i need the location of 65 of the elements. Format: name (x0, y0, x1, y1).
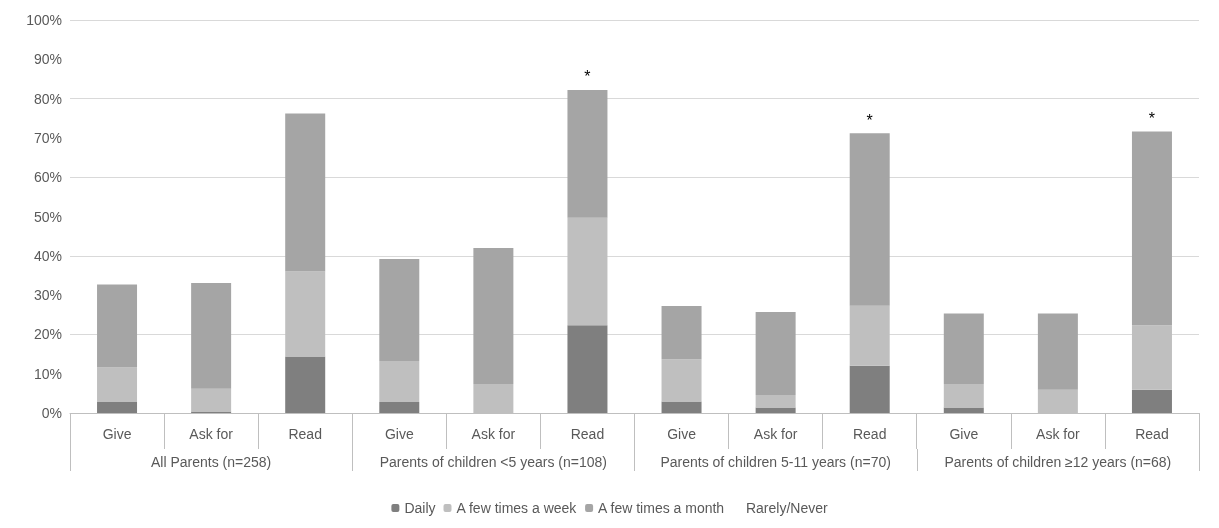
x-tick-label: Read (570, 426, 605, 442)
legend-label: A few times a week (456, 500, 578, 516)
data-label: * (1148, 110, 1156, 128)
bar (1037, 313, 1078, 390)
bar (755, 394, 796, 408)
data-label: * (866, 111, 873, 129)
bar (755, 407, 796, 413)
x-tick-label: Ask for (189, 426, 234, 442)
bar (849, 305, 890, 366)
bar (849, 365, 890, 413)
y-tick-label: 0% (41, 405, 62, 421)
x-tick-label: Give (384, 426, 414, 442)
x-tick-label: Read (1135, 426, 1169, 442)
y-tick-label: 60% (33, 169, 62, 186)
y-tick-label: 50% (33, 208, 62, 225)
bar (943, 383, 984, 408)
bar (1131, 131, 1172, 326)
legend-label: Daily (404, 500, 436, 516)
bar (379, 402, 420, 413)
y-tick-label: 70% (33, 129, 62, 146)
bar (191, 282, 232, 389)
text: Parents of children <5 years (n=108) (379, 454, 607, 470)
bar (191, 388, 232, 412)
x-tick-label: Ask for (471, 426, 516, 442)
bar (661, 359, 702, 402)
bar (943, 407, 984, 413)
x-tick-label: Give (102, 426, 132, 442)
text: Rarely/Never (745, 500, 828, 516)
legend-label: A few times a month (598, 500, 725, 516)
y-tick-label: 100% (26, 12, 62, 28)
bar (379, 361, 420, 402)
y-tick-label: 20% (33, 326, 62, 343)
y-tick-label: 40% (33, 247, 62, 264)
bar (1131, 325, 1172, 390)
text: All Parents (n=258) (151, 454, 272, 470)
x-tick-label: Give (667, 426, 697, 442)
bar (97, 284, 138, 368)
bar (379, 258, 420, 362)
bar (849, 133, 890, 306)
x-tick-label: Give (949, 426, 979, 442)
bar (661, 401, 702, 413)
x-tick-label: Ask for (1036, 426, 1080, 442)
y-tick-label: 90% (33, 51, 62, 68)
bar (943, 313, 984, 384)
y-tick-label: 30% (33, 287, 62, 304)
y-tick-label: 10% (33, 365, 62, 382)
text: Parents of children ≥12 years (n=68) (944, 454, 1172, 470)
x-tick-label: Ask for (753, 426, 798, 442)
bar (755, 312, 796, 395)
bar (285, 271, 326, 357)
bar (97, 402, 138, 413)
bar (285, 113, 326, 272)
bar (1131, 389, 1172, 413)
x-tick-label: Read (288, 426, 322, 442)
x-tick-label: Read (852, 426, 887, 442)
bar (567, 89, 608, 218)
bar (567, 325, 608, 413)
bar (285, 356, 326, 413)
bar (473, 247, 514, 384)
bar (661, 306, 702, 360)
data-label: * (584, 68, 591, 86)
y-tick-label: 80% (33, 90, 62, 107)
text: Parents of children 5-11 years (n=70) (660, 454, 891, 470)
bar (567, 217, 608, 326)
bar (97, 367, 138, 402)
